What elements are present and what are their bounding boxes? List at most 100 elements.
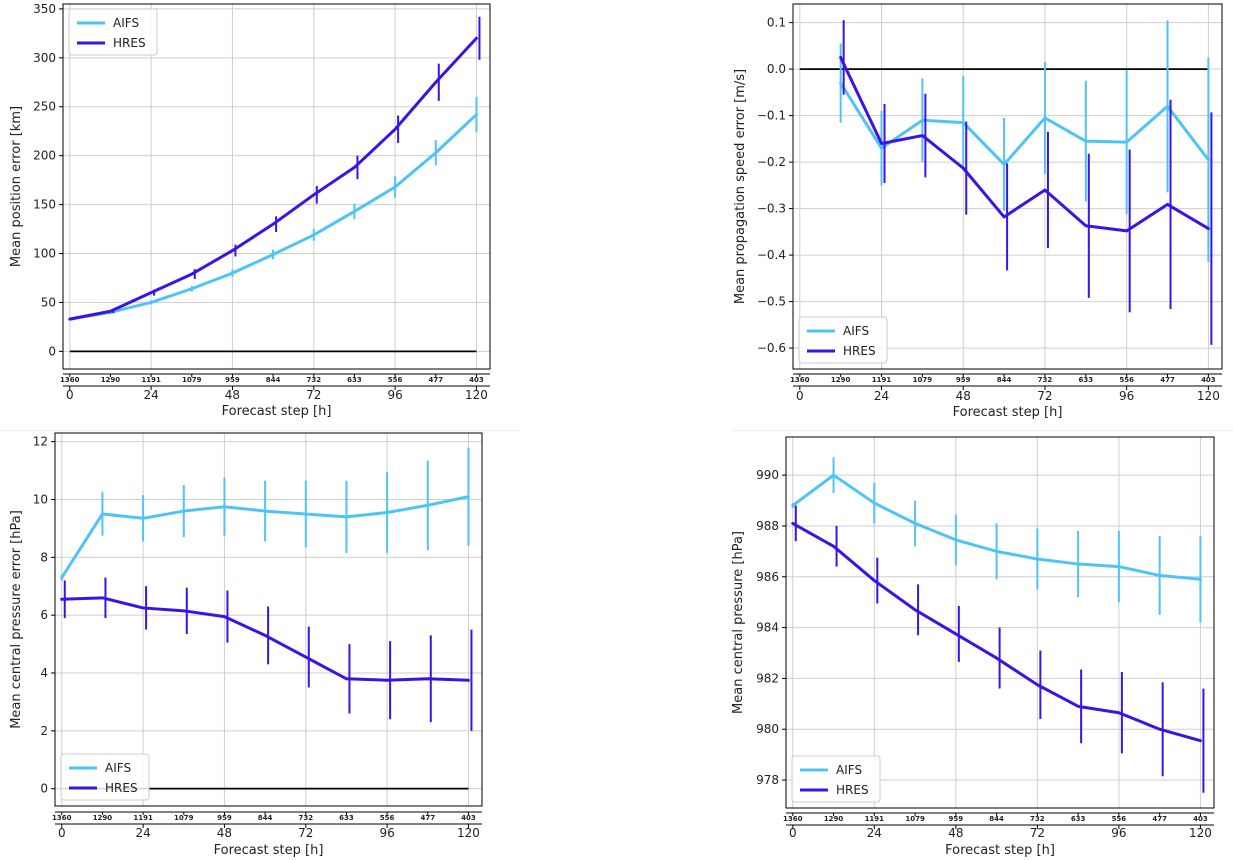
count-label: 477: [428, 376, 443, 384]
x-tick-label: 120: [1189, 826, 1212, 840]
sample-count-axis: 1360 1290 1191 1079 959 844 732 633 556 477 403: [790, 373, 1222, 384]
x-tick-label: 48: [956, 389, 971, 403]
x-tick-label: 72: [306, 388, 321, 402]
plot-frame: [62, 3, 491, 370]
y-tick-label: 350: [33, 2, 56, 16]
series-aifs: [60, 447, 470, 581]
count-label: 732: [306, 376, 321, 384]
count-label: 633: [347, 376, 362, 384]
count-label: 844: [258, 814, 273, 822]
y-tick-label: −0.5: [757, 295, 786, 309]
y-tick-label: 978: [756, 773, 779, 787]
sample-count-axis: 1360 1290 1191 1079 959 844 732 633 556 477 403: [52, 811, 482, 822]
y-tick-label: 6: [40, 608, 48, 622]
x-tick-label: 96: [379, 826, 394, 840]
x-tick-label: 48: [217, 826, 232, 840]
x-tick-label: 96: [387, 388, 402, 402]
y-tick-label: 0.0: [767, 62, 786, 76]
chart-propagation-speed-error: 0.1 0.0 −0.1 −0.2 −0.3 −0.4 −0.5 −0.6 1360 1290 11…: [726, 0, 1231, 430]
count-label: 556: [388, 376, 403, 384]
series-line: [60, 495, 470, 580]
x-tick-label: 120: [457, 826, 480, 840]
y-tick-label: −0.2: [757, 155, 786, 169]
y-axis: 978 980 982 984 986 988 990: [756, 468, 786, 787]
count-label: 1079: [905, 815, 925, 823]
y-tick-label: 8: [40, 550, 48, 564]
y-tick-label: −0.4: [757, 248, 786, 262]
y-tick-label: 4: [40, 666, 48, 680]
x-axis: 0 24 48 72 96 120: [793, 385, 1222, 403]
y-tick-label: 10: [33, 493, 48, 507]
y-axis-label: Mean central pressure [hPa]: [731, 531, 746, 714]
count-label: 1360: [60, 376, 80, 384]
count-label: 959: [217, 814, 232, 822]
separator-right: [733, 430, 1233, 431]
count-label: 1360: [52, 814, 72, 822]
y-tick-label: 982: [756, 671, 779, 685]
x-tick-label: 120: [1197, 389, 1220, 403]
count-label: 844: [266, 376, 281, 384]
x-tick-label: 72: [298, 826, 313, 840]
count-label: 1191: [872, 376, 892, 384]
y-tick-label: 990: [756, 468, 779, 482]
x-tick-label: 24: [867, 826, 882, 840]
series-line: [68, 113, 478, 321]
y-tick-label: 12: [33, 435, 48, 449]
series-line: [839, 55, 1210, 233]
x-axis: 0 24 48 72 96 120: [786, 824, 1214, 840]
count-label: 844: [989, 815, 1004, 823]
count-label: 1079: [182, 376, 202, 384]
sample-count-axis: 1360 1290 1191 1079 959 844 732 633 556 477 403: [60, 373, 490, 384]
legend-label-aifs: AIFS: [843, 324, 869, 338]
count-label: 732: [1030, 815, 1045, 823]
series-aifs: [791, 457, 1202, 623]
count-label: 556: [1119, 376, 1134, 384]
legend-label-aifs: AIFS: [113, 16, 139, 30]
legend-label-aifs: AIFS: [836, 763, 862, 777]
count-label: 1290: [93, 814, 113, 822]
count-label: 1360: [783, 815, 803, 823]
legend: AIFS HRES: [791, 755, 881, 803]
x-tick-label: 72: [1030, 826, 1045, 840]
x-axis: 0 24 48 72 96 120: [55, 823, 482, 840]
y-axis-label: Mean central pressure error [hPa]: [9, 510, 24, 729]
x-tick-label: 48: [225, 388, 240, 402]
y-tick-label: 0.1: [767, 16, 786, 30]
count-label: 1191: [865, 815, 885, 823]
y-axis: 0.1 0.0 −0.1 −0.2 −0.3 −0.4 −0.5 −0.6: [757, 16, 793, 355]
count-label: 403: [1193, 815, 1208, 823]
count-label: 1360: [790, 376, 810, 384]
legend-label-hres: HRES: [836, 783, 869, 797]
x-tick-label: 0: [58, 826, 66, 840]
y-tick-label: 200: [33, 149, 56, 163]
y-tick-label: 986: [756, 570, 779, 584]
count-label: 959: [225, 376, 240, 384]
y-tick-label: 0: [40, 782, 48, 796]
x-tick-label: 120: [465, 388, 488, 402]
count-label: 477: [1160, 376, 1175, 384]
series-hres: [791, 505, 1205, 793]
chart-central-pressure: 978 980 982 984 986 988 990 1360 1290 1191 1079 959…: [726, 431, 1231, 860]
x-axis: 0 24 48 72 96 120: [63, 385, 490, 402]
count-label: 1290: [101, 376, 121, 384]
chart-central-pressure-error: 0 2 4 6 8 10 12 1360 1290 1191 1079 959 844 732 633 556…: [0, 431, 520, 860]
chart-propagation-speed-error-svg: 0.1 0.0 −0.1 −0.2 −0.3 −0.4 −0.5 −0.6 1360 1290 11…: [733, 3, 1223, 420]
legend: AIFS HRES: [798, 316, 888, 364]
y-tick-label: −0.6: [757, 341, 786, 355]
x-tick-label: 96: [1111, 826, 1126, 840]
series-aifs: [839, 20, 1210, 263]
legend: AIFS HRES: [60, 753, 150, 801]
series-line: [791, 521, 1202, 743]
count-label: 633: [1071, 815, 1086, 823]
series-hres: [839, 20, 1213, 345]
y-tick-label: −0.3: [757, 202, 786, 216]
series-hres: [60, 577, 473, 731]
count-label: 732: [1038, 376, 1053, 384]
gridlines: [63, 4, 490, 369]
x-axis-label: Forecast step [h]: [953, 405, 1063, 420]
count-label: 1191: [141, 376, 161, 384]
gridlines: [786, 437, 1214, 808]
legend: AIFS HRES: [68, 8, 158, 56]
count-label: 403: [469, 376, 484, 384]
count-label: 1290: [824, 815, 844, 823]
